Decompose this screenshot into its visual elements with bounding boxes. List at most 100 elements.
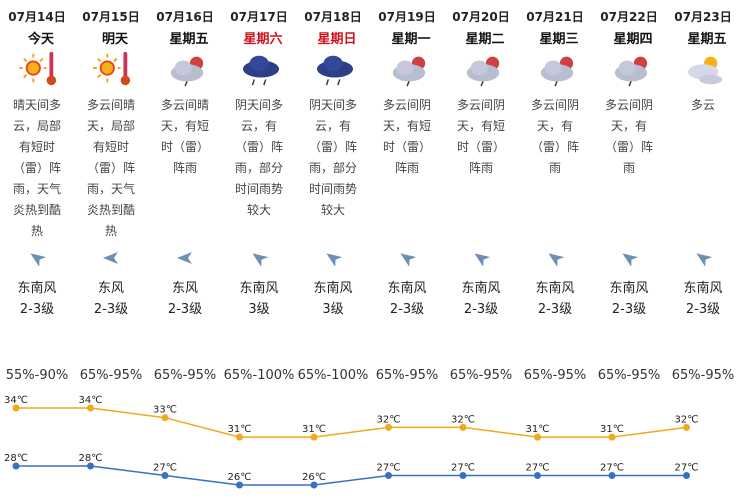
partly-cloudy-shower-icon: [170, 56, 204, 87]
weekday-label: 星期三: [539, 32, 579, 47]
weather-description: 多云间阴 天，有短 时（雷） 阵雨: [382, 98, 431, 175]
high-temp-point: [385, 423, 392, 431]
sunny-hot-icon: [93, 51, 131, 86]
wind-level: 2-3级: [611, 302, 647, 317]
wind-arrow-icon: [326, 253, 342, 266]
high-temp-point: [310, 433, 318, 441]
date-label: 07月15日: [82, 10, 140, 24]
humidity-range: 55%-90%: [5, 368, 69, 383]
overcast-thunder-rain-icon: [316, 55, 354, 86]
low-temp-label: 27℃: [600, 463, 624, 474]
high-temp-label: 32℃: [675, 414, 699, 425]
day-column: 07月20日 星期二 多云间阴 天，有短 时（雷） 阵雨 东南风 2-3级: [444, 0, 518, 340]
wind-direction: 东风: [171, 281, 198, 296]
wind-level: 2-3级: [389, 302, 425, 317]
low-temp-label: 27℃: [526, 463, 550, 474]
weekday-label: 星期四: [613, 32, 653, 47]
date-label: 07月14日: [8, 10, 66, 24]
low-temp-point: [608, 472, 616, 479]
wind-direction: 东南风: [17, 281, 57, 296]
low-temp-label: 28℃: [79, 453, 103, 464]
partly-cloudy-shower-icon: [392, 56, 426, 87]
high-temp-point: [161, 414, 169, 422]
weather-description: 多云间阴 天，有 （雷）阵 雨: [604, 98, 653, 175]
wind-arrow-icon: [696, 253, 712, 266]
low-temp-label: 28℃: [4, 453, 28, 464]
date-label: 07月18日: [304, 10, 362, 24]
humidity-range: 65%-95%: [671, 368, 735, 383]
low-temp-point: [459, 472, 467, 479]
overcast-thunder-rain-icon: [242, 55, 280, 86]
low-temp-label: 27℃: [451, 463, 475, 474]
partly-cloudy-shower-icon: [540, 56, 574, 87]
wind-arrow-icon: [548, 253, 564, 266]
wind-direction: 东南风: [609, 281, 649, 296]
date-label: 07月16日: [156, 10, 214, 24]
weekday-label: 星期二: [465, 32, 505, 47]
low-temp-label: 26℃: [302, 472, 326, 483]
low-temp-point: [87, 462, 94, 470]
day-column: 07月18日 星期日 阴天间多 云，有 （雷）阵 雨，部分 时间雨势 较大 东南…: [296, 0, 370, 340]
wind-level: 2-3级: [463, 302, 499, 317]
humidity-range: 65%-100%: [223, 368, 295, 383]
high-temp-label: 31℃: [526, 424, 550, 435]
wind-level: 2-3级: [537, 302, 573, 317]
day-column: 07月14日 今天 晴天间多 云，局部 有短时 （雷）阵 雨，天气 炎热到酷 热…: [0, 0, 74, 340]
partly-cloudy-shower-icon: [466, 56, 500, 87]
day-column: 07月17日 星期六 阴天间多 云，有 （雷）阵 雨，部分 时间雨势 较大 东南…: [222, 0, 296, 340]
weekday-label: 星期六: [243, 32, 283, 47]
high-temp-point: [608, 433, 616, 441]
low-temp-point: [385, 472, 392, 479]
temperature-chart: 34℃ 34℃ 33℃ 31℃ 31℃ 32℃ 32℃ 31℃ 31℃ 32℃ 28℃ 28℃ 27℃ 2…: [4, 395, 699, 489]
weather-description: 阴天间多 云，有 （雷）阵 雨，部分 时间雨势 较大: [308, 98, 357, 217]
low-temp-label: 27℃: [377, 463, 401, 474]
wind-arrow-icon: [30, 253, 46, 266]
date-label: 07月20日: [452, 10, 510, 24]
low-temp-label: 27℃: [153, 463, 177, 474]
humidity-range: 65%-100%: [297, 368, 369, 383]
high-temp-label: 33℃: [153, 405, 177, 416]
weather-description: 晴天间多 云，局部 有短时 （雷）阵 雨，天气 炎热到酷 热: [12, 98, 61, 238]
weather-description: 多云间晴 天，有短 时（雷） 阵雨: [160, 98, 209, 175]
humidity-range: 65%-95%: [449, 368, 513, 383]
high-temp-label: 31℃: [302, 424, 326, 435]
high-temp-label: 34℃: [4, 395, 28, 406]
high-temp-line: [16, 407, 687, 438]
humidity-range: 65%-95%: [79, 368, 143, 383]
high-temp-point: [236, 433, 243, 441]
wind-arrow-icon: [252, 253, 268, 266]
low-temp-point: [12, 462, 20, 470]
date-label: 07月21日: [526, 10, 584, 24]
partly-cloudy-icon: [687, 56, 723, 85]
high-temp-point: [534, 433, 541, 441]
wind-arrow-icon: [622, 253, 638, 266]
wind-level: 3级: [248, 302, 270, 317]
high-temp-label: 31℃: [228, 424, 252, 435]
weather-description: 多云间阴 天，有 （雷）阵 雨: [530, 98, 579, 175]
date-label: 07月22日: [600, 10, 658, 24]
low-temp-point: [161, 472, 169, 479]
humidity-range: 65%-95%: [597, 368, 661, 383]
high-temp-point: [87, 404, 94, 412]
weekday-label: 星期五: [687, 32, 727, 47]
day-column: 07月19日 星期一 多云间阴 天，有短 时（雷） 阵雨 东南风 2-3级: [370, 0, 444, 340]
high-temp-label: 31℃: [600, 424, 624, 435]
wind-arrow-icon: [474, 253, 490, 266]
day-column: 07月23日 星期五 多云 东南风 2-3级: [666, 0, 740, 340]
low-temp-line: [16, 465, 687, 486]
wind-arrow-icon: [400, 253, 416, 266]
high-temp-label: 32℃: [377, 414, 401, 425]
sunny-hot-icon: [19, 51, 57, 86]
wind-level: 2-3级: [167, 302, 203, 317]
day-column: 07月16日 星期五 多云间晴 天，有短 时（雷） 阵雨 东风 2-3级: [148, 0, 222, 340]
weekday-label: 星期一: [391, 32, 431, 47]
weekday-label: 星期日: [317, 32, 357, 47]
wind-level: 3级: [322, 302, 344, 317]
wind-level: 2-3级: [93, 302, 129, 317]
partly-cloudy-shower-icon: [614, 56, 648, 87]
humidity-range: 65%-95%: [153, 368, 217, 383]
humidity-range: 65%-95%: [375, 368, 439, 383]
day-column: 07月15日 明天 多云间晴 天，局部 有短时 （雷）阵 雨，天气 炎热到酷 热…: [74, 0, 148, 340]
humidity-range: 65%-95%: [523, 368, 587, 383]
high-temp-label: 34℃: [79, 395, 103, 406]
